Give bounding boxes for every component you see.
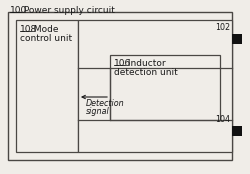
Text: 108: 108 xyxy=(20,25,37,34)
Bar xyxy=(232,126,242,136)
Bar xyxy=(78,20,232,152)
Text: detection unit: detection unit xyxy=(114,68,178,77)
Text: 100: 100 xyxy=(10,6,27,15)
Text: 106: 106 xyxy=(114,59,131,68)
Text: 102: 102 xyxy=(215,23,230,32)
Bar xyxy=(232,34,242,44)
Bar xyxy=(110,55,220,120)
Text: Detection: Detection xyxy=(86,99,125,108)
Text: Power supply circuit: Power supply circuit xyxy=(21,6,114,15)
Text: signal: signal xyxy=(86,106,110,116)
Text: Mode: Mode xyxy=(31,25,58,34)
Bar xyxy=(16,20,78,152)
Text: 104: 104 xyxy=(215,115,230,124)
Bar xyxy=(8,12,232,160)
Text: Inductor: Inductor xyxy=(125,59,165,68)
Text: control unit: control unit xyxy=(20,34,72,43)
